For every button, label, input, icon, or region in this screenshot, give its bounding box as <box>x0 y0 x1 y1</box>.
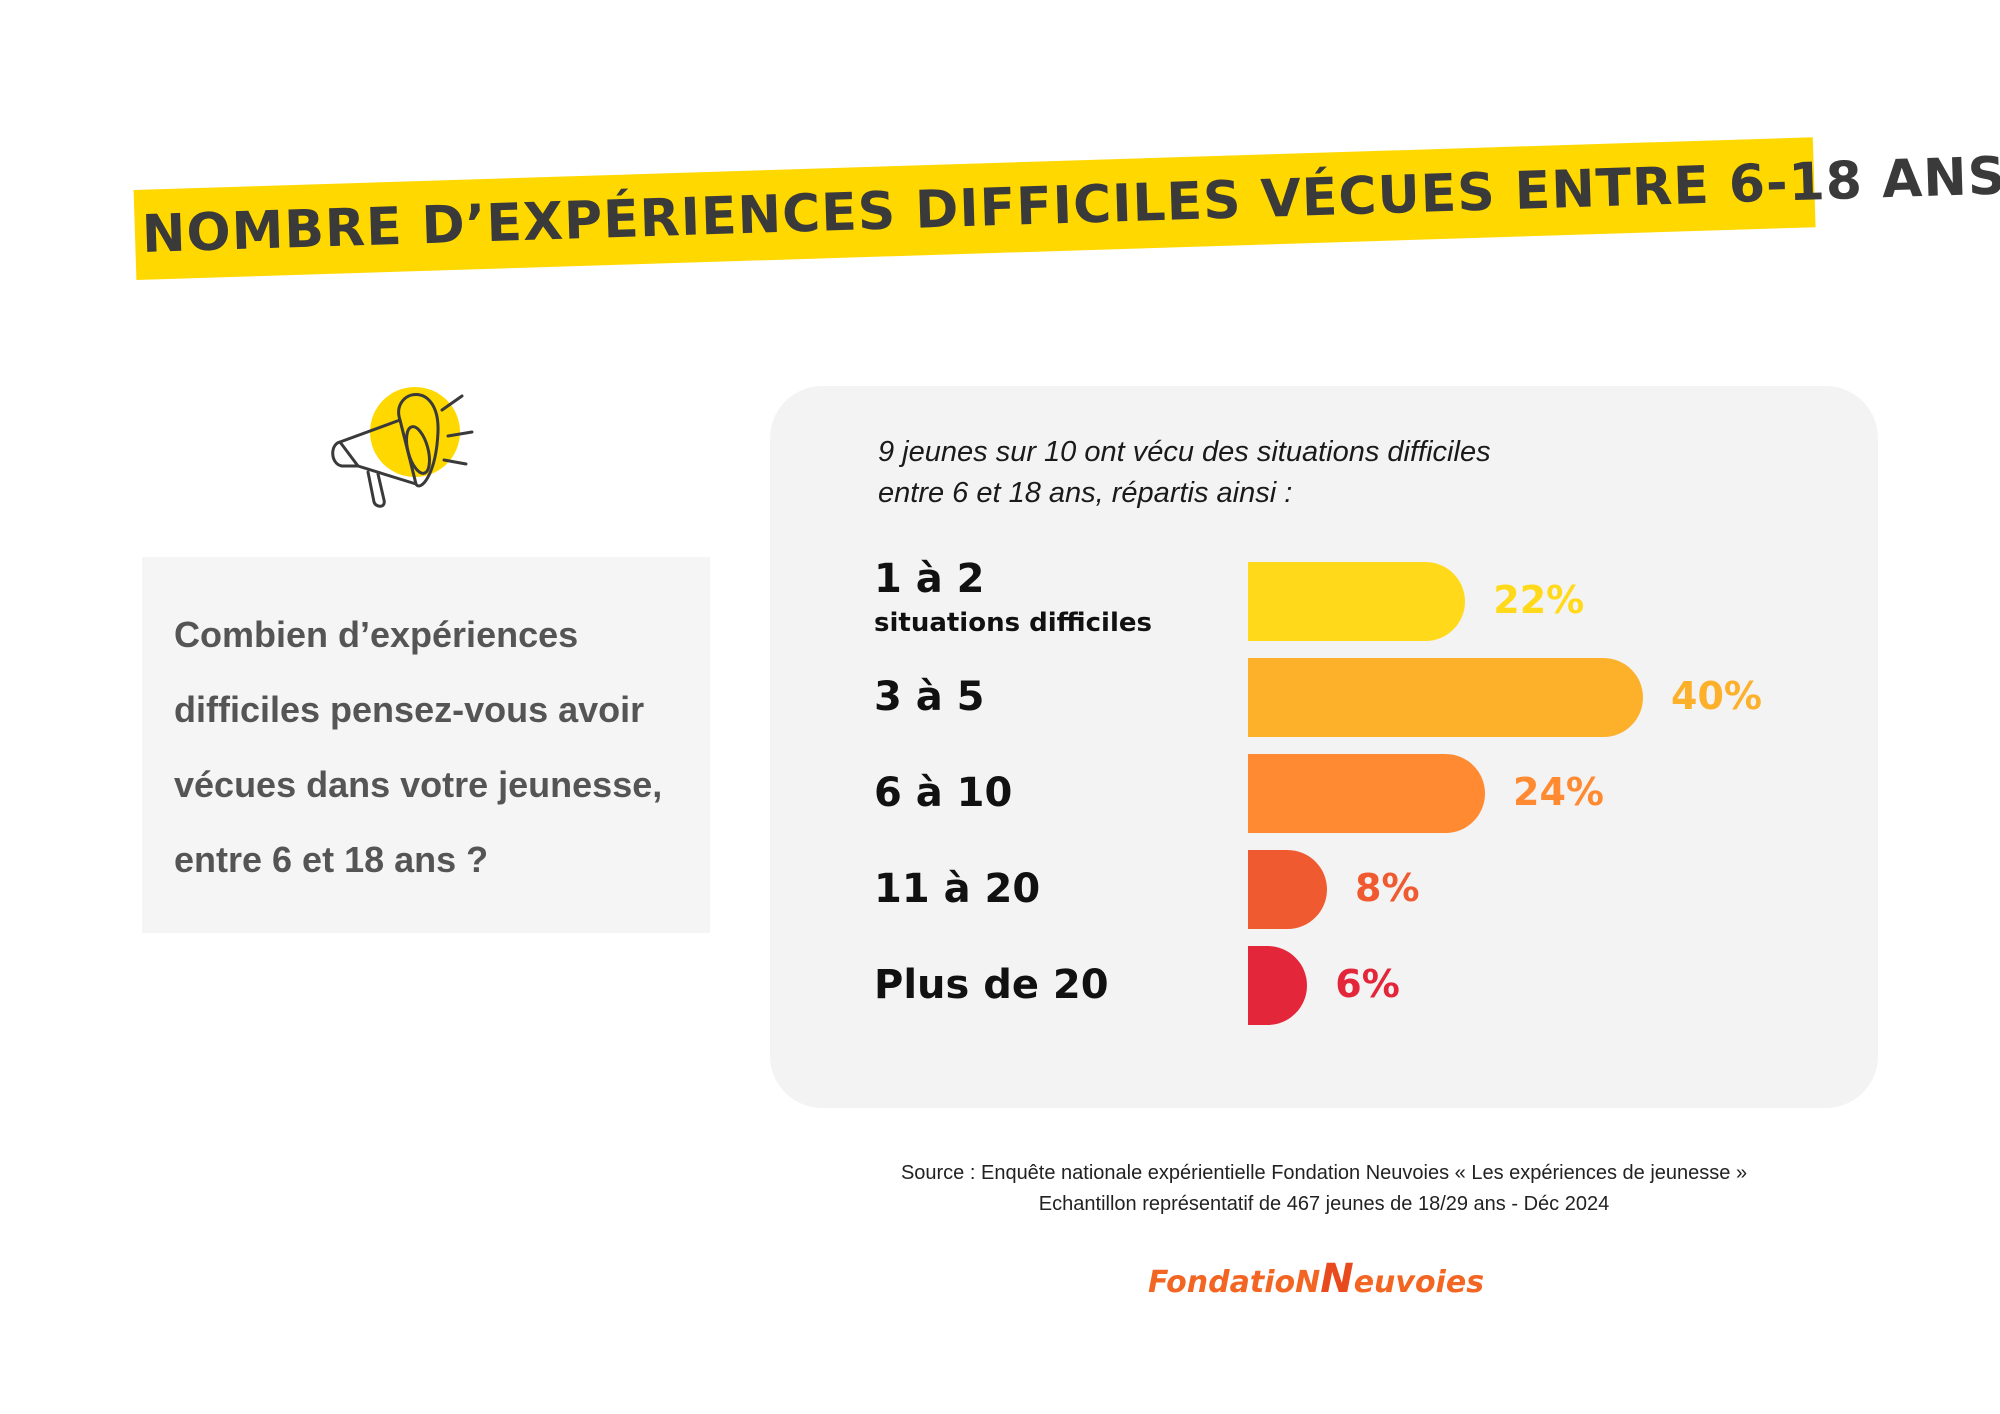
source-note: Source : Enquête nationale expérientiell… <box>770 1158 1878 1220</box>
question-text: Combien d’expériences difficiles pensez-… <box>174 614 663 880</box>
bar-1 <box>1248 562 1466 641</box>
source-line-2: Echantillon représentatif de 467 jeunes … <box>1038 1193 1610 1215</box>
question-box: Combien d’expériences difficiles pensez-… <box>142 557 710 933</box>
logo: FondatioNNeuvoies <box>1148 1256 1484 1302</box>
chart-subtitle: 9 jeunes sur 10 ont vécu des situations … <box>878 432 1638 514</box>
value-label-3: 24% <box>1513 770 1604 814</box>
category-label-5: Plus de 20 <box>874 962 1109 1008</box>
chart-panel: 9 jeunes sur 10 ont vécu des situations … <box>770 386 1878 1108</box>
logo-text-1: FondatioN <box>1148 1265 1321 1300</box>
source-line-1: Source : Enquête nationale expérientiell… <box>900 1162 1748 1184</box>
value-label-1: 22% <box>1493 578 1585 622</box>
bar-2 <box>1248 658 1643 737</box>
value-label-4: 8% <box>1355 866 1420 910</box>
category-label-2: 3 à 5 <box>874 674 985 720</box>
value-label-2: 40% <box>1671 674 1762 718</box>
category-label-4: 11 à 20 <box>874 866 1041 912</box>
logo-text-2: euvoies <box>1353 1265 1485 1300</box>
category-label-1: 1 à 2 <box>874 556 985 602</box>
bar-4 <box>1248 850 1327 929</box>
bar-3 <box>1248 754 1485 833</box>
category-label-3: 6 à 10 <box>874 770 1013 816</box>
bar-5 <box>1248 946 1308 1025</box>
category-sublabel-1: situations difficiles <box>874 608 1152 638</box>
value-label-5: 6% <box>1335 962 1400 1006</box>
logo-big-n: N <box>1320 1256 1354 1302</box>
megaphone-icon <box>331 387 474 508</box>
chart-subtitle-line-2: entre 6 et 18 ans, répartis ainsi : <box>878 477 1293 509</box>
chart-subtitle-line-1: 9 jeunes sur 10 ont vécu des situations … <box>878 436 1491 468</box>
